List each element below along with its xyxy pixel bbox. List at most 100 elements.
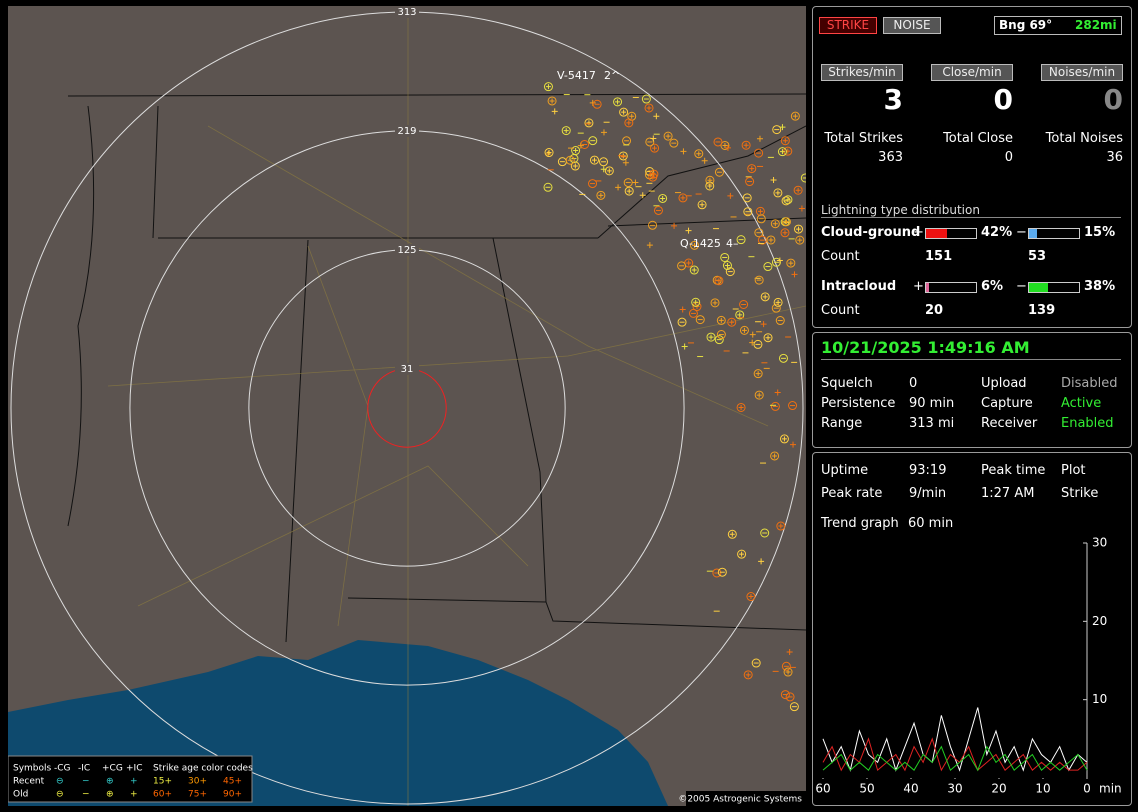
- strike-symbol: [639, 192, 646, 199]
- legend-text: Recent: [13, 777, 45, 787]
- strike-symbol: [786, 648, 793, 655]
- stats-cell: Peak rate: [821, 486, 883, 501]
- status-cell: 90 min: [909, 396, 955, 411]
- strike-symbol: [745, 177, 755, 187]
- strike-symbol: [754, 148, 764, 158]
- strike-symbol: [785, 669, 791, 675]
- strike-symbol: [776, 257, 783, 264]
- strike-symbol: [712, 300, 718, 306]
- strike-symbol: [696, 151, 702, 157]
- percent: 6%: [981, 279, 1004, 294]
- strike-symbol: [789, 702, 799, 712]
- strike-symbol: [722, 142, 728, 148]
- total-value: 36: [1106, 150, 1123, 165]
- strike-symbol: [724, 144, 731, 151]
- strike-symbol: [782, 138, 788, 144]
- strike-symbol: [669, 138, 679, 148]
- strike-symbol: [775, 299, 781, 305]
- strike-symbol: [718, 317, 724, 323]
- total-label: Total Strikes: [824, 131, 903, 146]
- strike-symbol: [629, 113, 635, 119]
- strike-symbol: [710, 298, 720, 308]
- strike-symbol: [770, 219, 780, 229]
- strike-symbol: [785, 692, 795, 702]
- noise-button[interactable]: NOISE: [883, 17, 941, 34]
- ring-label: 219: [397, 126, 416, 137]
- y-tick-label: 30: [1092, 536, 1107, 550]
- legend-text: Symbols: [13, 764, 52, 774]
- stats-cell: Strike: [1061, 486, 1099, 501]
- strike-symbol: [543, 182, 553, 192]
- strike-symbol: [591, 157, 597, 163]
- strike-symbol: [796, 226, 802, 232]
- strike-symbol: [746, 592, 756, 602]
- ring-label: 125: [397, 245, 416, 256]
- strike-symbol: [779, 124, 786, 131]
- strike-symbol: [644, 103, 654, 113]
- strike-symbol: [679, 306, 686, 313]
- strike-symbol: [727, 192, 734, 199]
- status-cell: 313 mi: [909, 416, 955, 431]
- map-label: 4–: [726, 237, 739, 250]
- legend-symbol: ⊕: [106, 777, 114, 787]
- strike-symbol: [699, 202, 705, 208]
- rate-value: 0: [1103, 83, 1123, 116]
- strike-symbol: [621, 109, 627, 115]
- strike-symbol: [623, 178, 633, 188]
- strike-symbol: [547, 96, 557, 106]
- count-label: Count: [821, 249, 860, 264]
- strike-symbol: [758, 558, 765, 565]
- count: 151: [925, 249, 953, 264]
- strike-symbol: [624, 186, 634, 196]
- strike-symbol: [695, 315, 705, 325]
- strike-symbol: [549, 98, 555, 104]
- ring-label-bg: [395, 243, 419, 256]
- strike-symbol: [781, 436, 787, 442]
- strike-symbol: [756, 214, 766, 224]
- strike-symbol: [563, 128, 569, 134]
- strike-button[interactable]: STRIKE: [819, 17, 877, 34]
- legend-text: Old: [13, 790, 28, 800]
- strike-symbol: [773, 297, 783, 307]
- x-tick-label: 20: [991, 782, 1006, 796]
- strike-symbol: [714, 167, 724, 177]
- trend-line: [822, 737, 1088, 772]
- sign: +: [913, 279, 924, 294]
- status-cell: Range: [821, 416, 863, 431]
- strike-symbol: [742, 193, 752, 203]
- strike-symbol: [714, 335, 724, 345]
- strike-symbol: [770, 177, 777, 184]
- legend-text: -IC: [78, 764, 90, 774]
- strike-symbol: [716, 330, 726, 340]
- rate-value: 0: [993, 83, 1013, 116]
- strike-symbol: [693, 299, 699, 305]
- count: 53: [1028, 249, 1047, 264]
- strike-symbol: [600, 129, 607, 136]
- strike-symbol: [706, 332, 716, 342]
- ring-label: 313: [397, 7, 416, 18]
- strike-symbol: [763, 333, 773, 343]
- legend-symbol: −: [82, 777, 90, 787]
- strike-symbol: [658, 193, 668, 203]
- strike-symbol: [545, 84, 551, 90]
- strike-symbol: [707, 183, 713, 189]
- percent: 38%: [1084, 279, 1116, 294]
- x-unit: min: [1099, 782, 1122, 796]
- strike-symbol: [745, 672, 751, 678]
- strike-symbol: [685, 227, 692, 234]
- strike-symbol: [795, 187, 801, 193]
- strike-symbol: [739, 300, 749, 310]
- bar-frame: [925, 282, 977, 293]
- x-tick-label: 30: [947, 782, 962, 796]
- legend-text: 90+: [223, 790, 242, 800]
- strike-symbol: [680, 195, 686, 201]
- strike-symbol: [722, 261, 732, 271]
- strike-symbol: [792, 113, 798, 119]
- bar-fill: [926, 283, 929, 292]
- sign: −: [1016, 279, 1027, 294]
- total-value: 0: [1004, 150, 1013, 165]
- x-tick-label: 40: [903, 782, 918, 796]
- strike-symbol: [747, 164, 757, 174]
- strike-symbol: [615, 99, 621, 105]
